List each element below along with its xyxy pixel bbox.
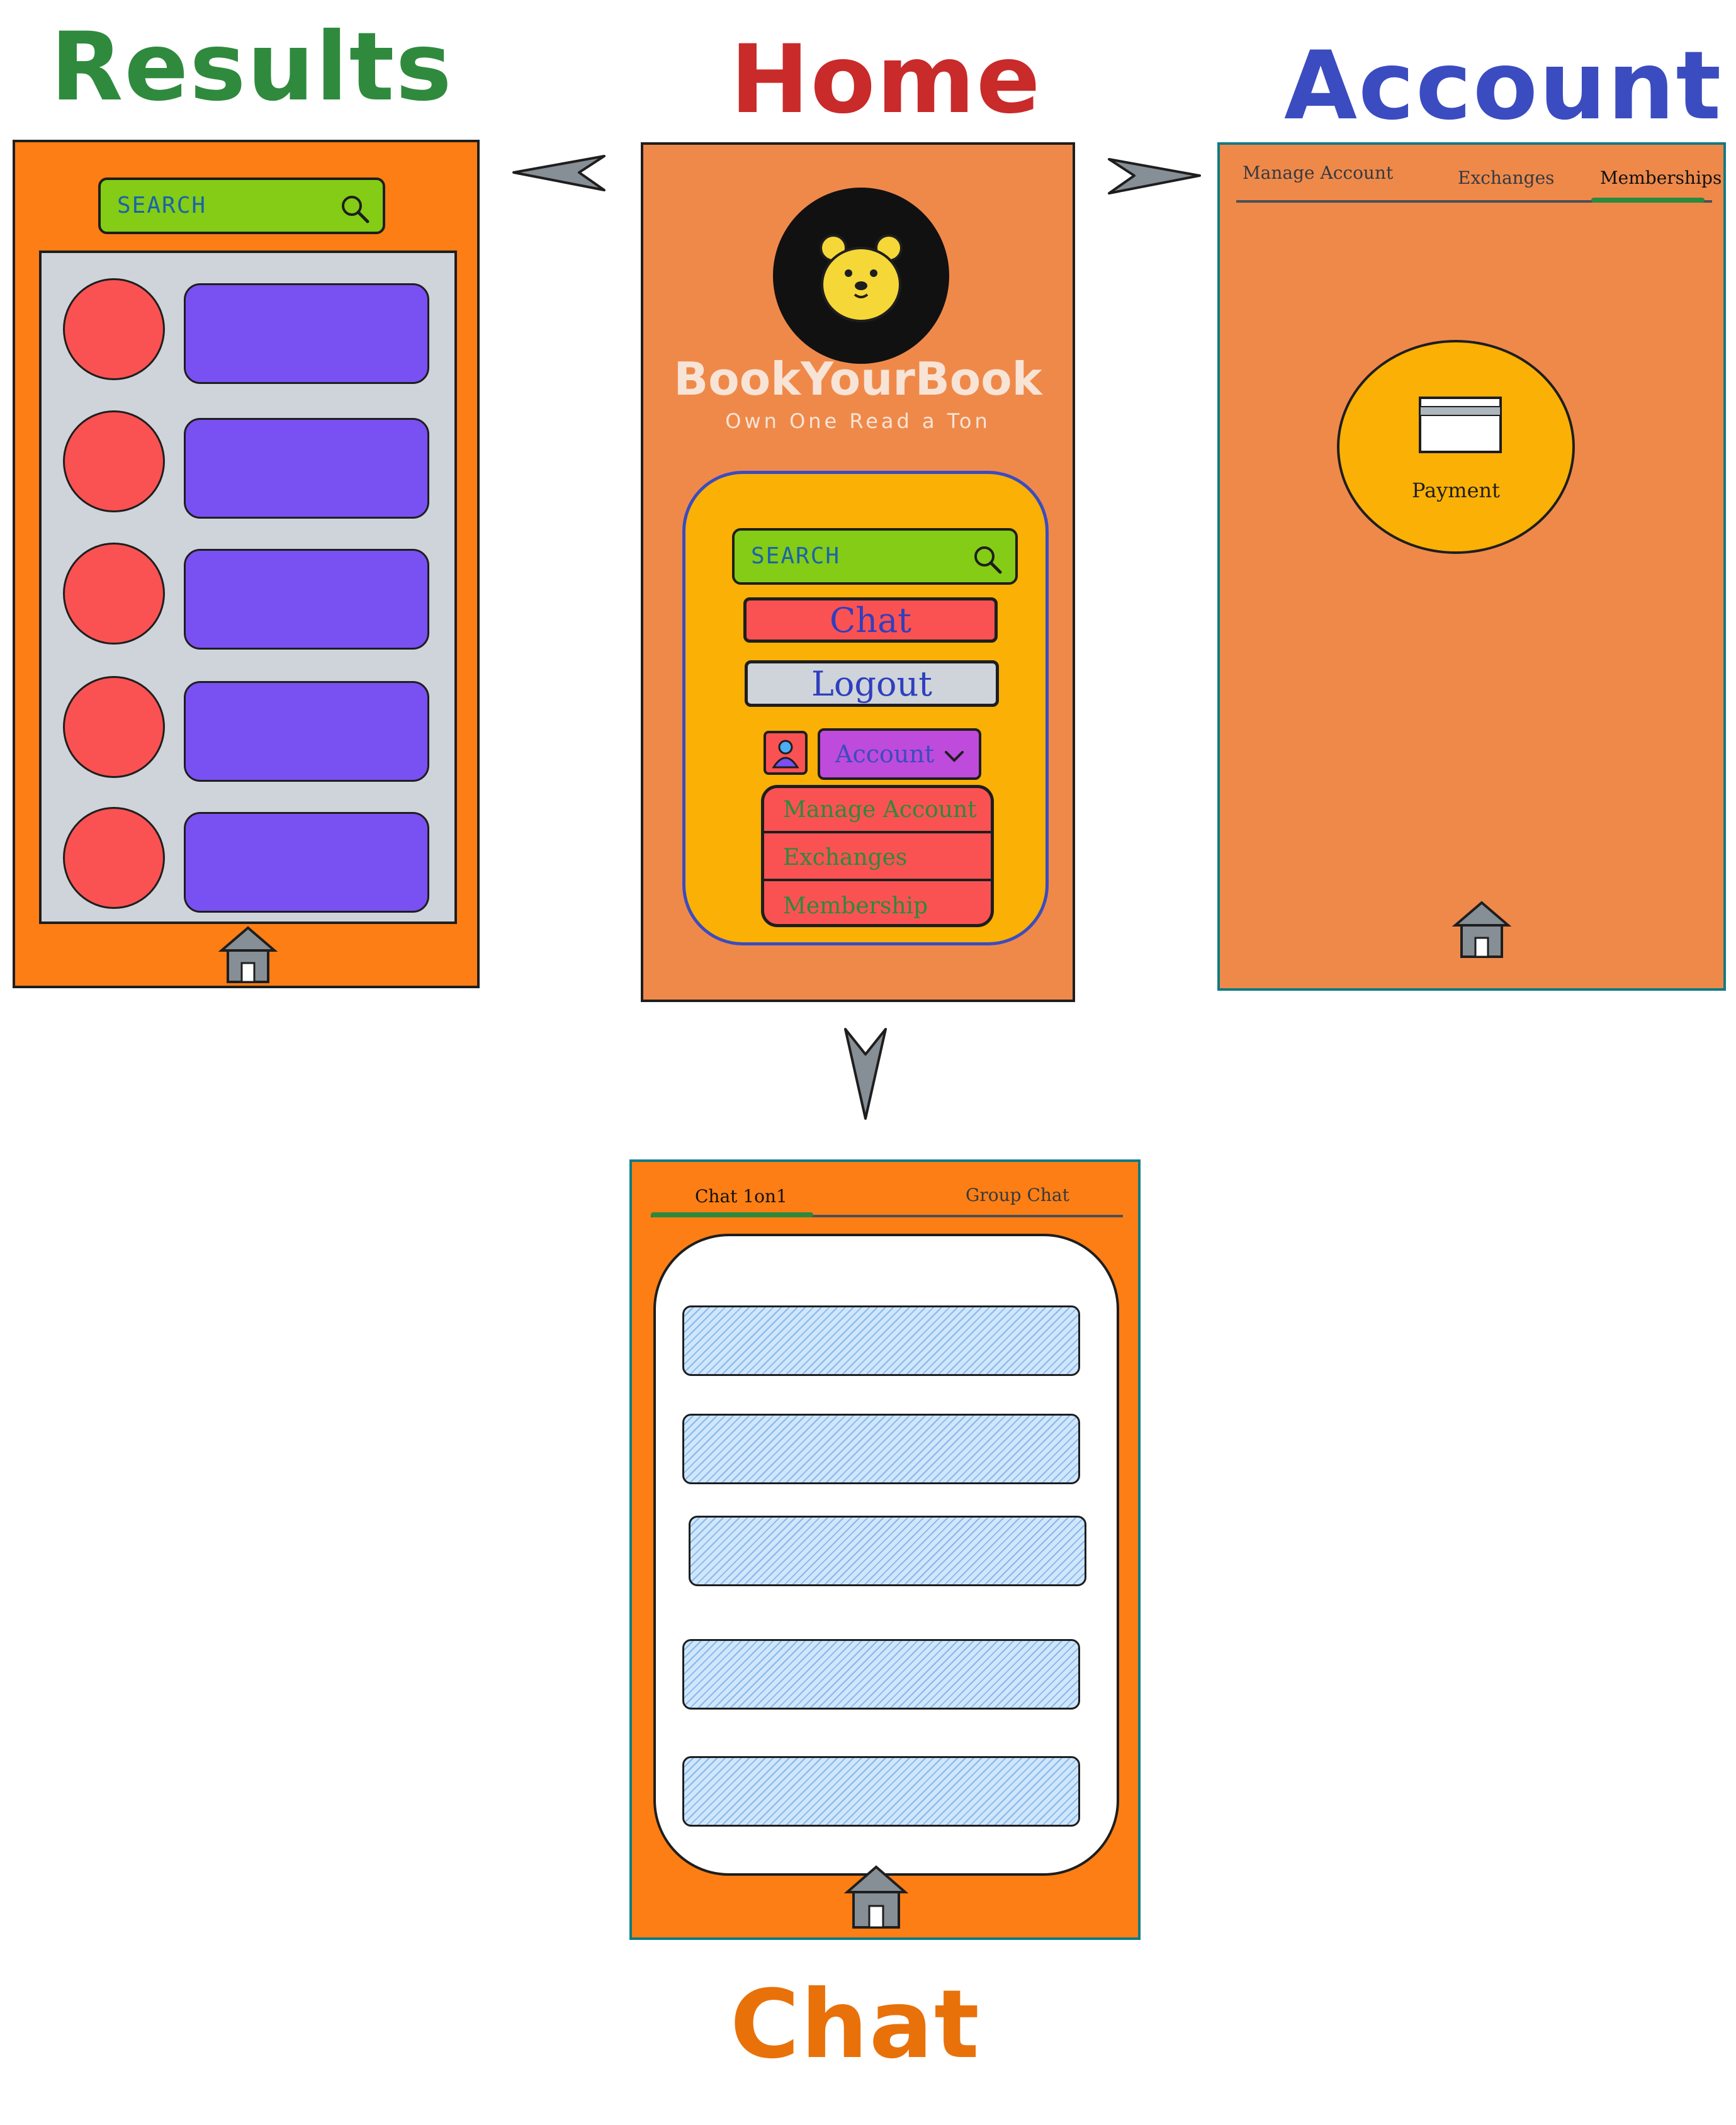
house-icon[interactable] xyxy=(843,1862,909,1931)
result-card[interactable] xyxy=(184,681,429,782)
logo xyxy=(773,188,949,364)
chat-message[interactable] xyxy=(682,1305,1080,1376)
bear-icon xyxy=(820,234,903,322)
search-icon[interactable] xyxy=(971,543,1004,576)
home-menu-panel: SEARCH Chat Logout Account Manage Accoun… xyxy=(682,471,1049,945)
menu-item-exchanges[interactable]: Exchanges xyxy=(764,836,991,881)
tab-group-chat[interactable]: Group Chat xyxy=(966,1185,1069,1205)
results-search-placeholder: SEARCH xyxy=(117,193,207,218)
account-dropdown[interactable]: Account xyxy=(818,728,981,780)
arrow-to-results-icon xyxy=(512,155,606,191)
results-search-input[interactable]: SEARCH xyxy=(98,178,385,234)
home-screen: BookYourBook Own One Read a Ton SEARCH C… xyxy=(641,142,1075,1002)
menu-item-manage-account[interactable]: Manage Account xyxy=(764,788,991,833)
payment-button[interactable]: Payment xyxy=(1337,340,1575,554)
chat-message[interactable] xyxy=(682,1414,1080,1484)
chat-title: Chat xyxy=(730,1970,981,2080)
active-tab-underline xyxy=(651,1212,813,1217)
results-screen: SEARCH xyxy=(13,140,480,988)
result-card[interactable] xyxy=(184,549,429,650)
arrow-to-account-icon xyxy=(1108,158,1201,194)
logout-button[interactable]: Logout xyxy=(745,660,999,707)
chat-message[interactable] xyxy=(682,1639,1080,1710)
user-icon xyxy=(772,740,799,769)
tab-memberships[interactable]: Memberships xyxy=(1600,167,1722,188)
home-title: Home xyxy=(730,25,1042,135)
tagline: Own One Read a Ton xyxy=(725,409,991,433)
user-avatar[interactable] xyxy=(764,731,808,775)
search-icon[interactable] xyxy=(339,193,371,225)
tab-manage-account[interactable]: Manage Account xyxy=(1243,162,1394,183)
house-icon[interactable] xyxy=(1451,898,1512,961)
app-name: BookYourBook xyxy=(674,352,1042,405)
chat-message-list xyxy=(653,1234,1119,1876)
arrow-to-chat-icon xyxy=(844,1028,887,1120)
menu-item-membership[interactable]: Membership xyxy=(783,893,928,919)
result-avatar xyxy=(63,807,165,909)
account-dropdown-label: Account xyxy=(835,740,935,768)
result-card[interactable] xyxy=(184,418,429,519)
account-screen: Manage Account Exchanges Memberships Pay… xyxy=(1217,142,1726,991)
tab-baseline xyxy=(1236,200,1712,203)
results-title: Results xyxy=(50,13,453,122)
account-dropdown-menu: Manage Account Exchanges Membership xyxy=(761,785,994,927)
result-avatar xyxy=(63,410,165,512)
result-avatar xyxy=(63,543,165,645)
chat-message[interactable] xyxy=(689,1516,1086,1586)
home-search-placeholder: SEARCH xyxy=(751,543,841,569)
results-list xyxy=(39,251,457,924)
chat-screen: Chat 1on1 Group Chat xyxy=(629,1159,1141,1940)
chat-button[interactable]: Chat xyxy=(743,597,998,643)
credit-card-icon xyxy=(1419,397,1502,453)
result-avatar xyxy=(63,278,165,380)
result-card[interactable] xyxy=(184,812,429,913)
result-card[interactable] xyxy=(184,283,429,384)
house-icon[interactable] xyxy=(218,923,278,986)
account-title: Account xyxy=(1284,31,1723,141)
tab-baseline xyxy=(651,1215,1123,1217)
chat-message[interactable] xyxy=(682,1756,1080,1827)
active-tab-underline xyxy=(1591,198,1705,203)
result-avatar xyxy=(63,676,165,778)
tab-exchanges[interactable]: Exchanges xyxy=(1458,167,1555,188)
tab-chat-1on1[interactable]: Chat 1on1 xyxy=(695,1186,787,1207)
payment-label: Payment xyxy=(1412,478,1500,502)
home-search-input[interactable]: SEARCH xyxy=(732,528,1018,585)
chevron-down-icon xyxy=(945,751,964,762)
